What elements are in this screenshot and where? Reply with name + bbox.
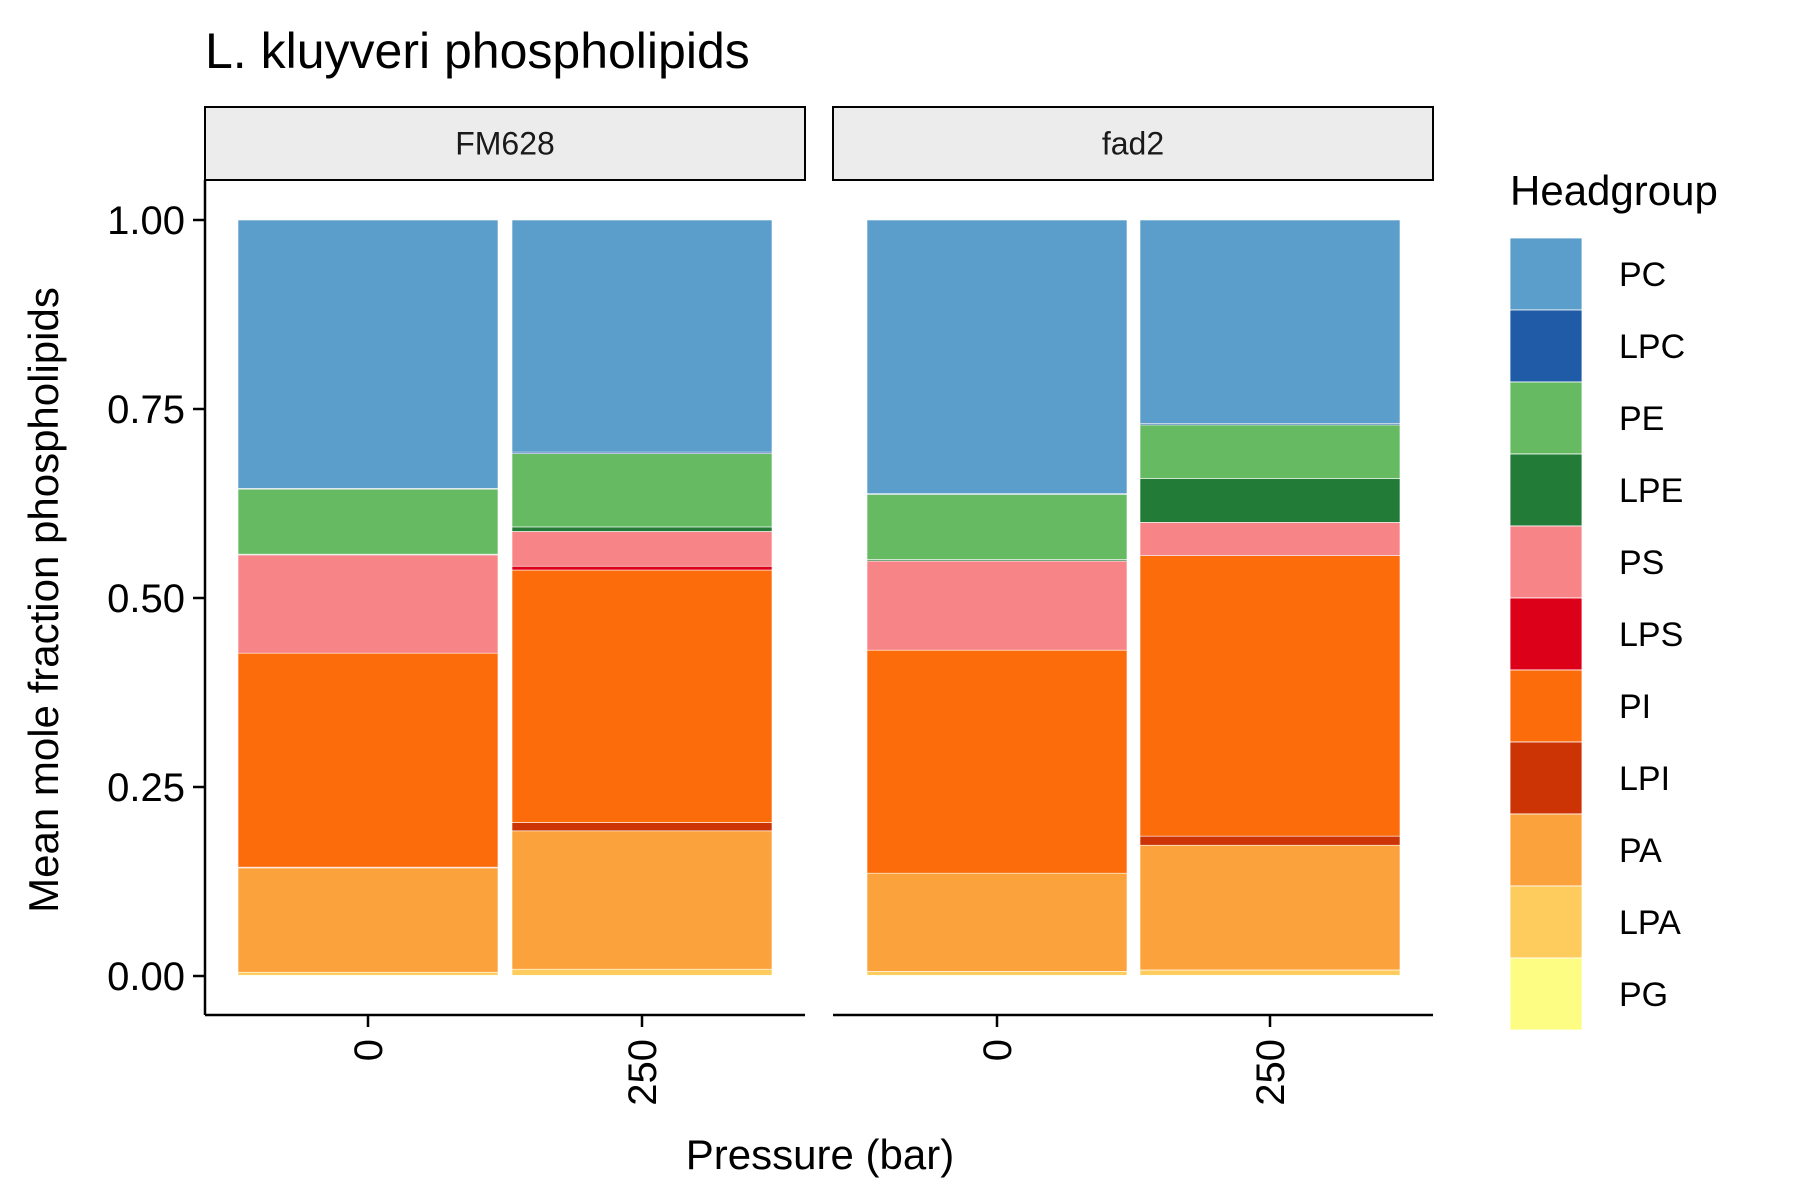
bar-segment-lps [511,565,773,571]
bar-segment-pa [511,830,773,970]
x-axis-title: Pressure (bar) [686,1131,954,1178]
bar-segment-pa [237,867,499,973]
y-tick-label: 1.00 [107,199,185,243]
chart-title: L. kluyveri phospholipids [205,23,750,79]
bar-segment-pi [1139,555,1401,837]
bar-segment-pe [866,494,1128,560]
facet-strip [832,106,1434,181]
bar-segment-pe [237,488,499,555]
bar-segment-lpa [866,971,1128,976]
x-tick-label: 250 [621,1039,665,1106]
legend-key-lpa [1509,885,1583,959]
bar-segment-ps [237,554,499,654]
legend-key-lps [1509,597,1583,671]
legend-label-lpe: LPE [1619,472,1683,510]
y-axis: 0.00 0.25 0.50 0.75 1.00 [107,180,207,1015]
legend-key-pc [1509,237,1583,311]
bar-segment-pc [237,219,499,489]
bar-segment-ps [511,531,773,567]
x-tick-label: 0 [347,1039,391,1061]
legend-label-lpi: LPI [1619,760,1670,798]
bar-segment-lpe [511,526,773,532]
bar-segment-lpa [1139,969,1401,976]
legend-title: Headgroup [1510,167,1718,214]
bar-segment-pi [511,569,773,823]
legend-label-ps: PS [1619,544,1664,582]
legend-key-pi [1509,669,1583,743]
legend-label-lpc: LPC [1619,328,1685,366]
bar-segment-lpa [511,968,773,976]
legend-label-pg: PG [1619,976,1668,1014]
bar-segment-pi [866,649,1128,874]
bar-segment-pc [866,219,1128,494]
y-tick-label: 0.25 [107,766,185,810]
bar-segment-lpi [1139,835,1401,846]
facet-strip [204,106,806,181]
legend: Headgroup PC LPC PE LPE PS LPS PI LPI PA LPA PG [1509,167,1718,1031]
x-tick-label: 250 [1249,1039,1293,1106]
legend-label-pc: PC [1619,256,1666,294]
bar-segment-pa [866,872,1128,972]
bar-segment-pi [237,652,499,868]
bar-segment-ps [1139,522,1401,556]
y-tick-label: 0.00 [107,955,185,999]
legend-label-lpa: LPA [1619,904,1681,942]
bar-segment-pc [1139,219,1401,424]
legend-label-pe: PE [1619,400,1664,438]
legend-label-pa: PA [1619,832,1662,870]
legend-key-pg [1509,957,1583,1031]
bar-segment-pe [1139,424,1401,479]
legend-key-lpi [1509,741,1583,815]
legend-key-lpc [1509,309,1583,383]
legend-label-pi: PI [1619,688,1651,726]
legend-key-pa [1509,813,1583,887]
facet-strip-label: fad2 [1102,126,1164,162]
x-tick-label: 0 [976,1039,1020,1061]
facet-panel-fad2: fad2 0 250 [832,106,1434,1106]
bar-segment-lpa [237,971,499,976]
legend-key-lpe [1509,453,1583,527]
bar-segment-lpe [1139,478,1401,523]
legend-key-ps [1509,525,1583,599]
bar-segment-pa [1139,844,1401,971]
bar-segment-pc [511,219,773,453]
y-axis-title: Mean mole fraction phospholipids [20,287,67,913]
bar-segment-pe [511,453,773,528]
facet-panels: FM628 0 250 fad2 0 250 0.00 0.25 0.50 0.75 1.00 [107,106,1434,1106]
facet-strip-label: FM628 [455,126,555,162]
legend-label-lps: LPS [1619,616,1683,654]
facet-panel-FM628: FM628 0 250 [204,106,806,1106]
y-tick-label: 0.75 [107,388,185,432]
y-tick-label: 0.50 [107,577,185,621]
bar-segment-ps [866,560,1128,651]
legend-key-pe [1509,381,1583,455]
bar-segment-lpi [511,822,773,832]
